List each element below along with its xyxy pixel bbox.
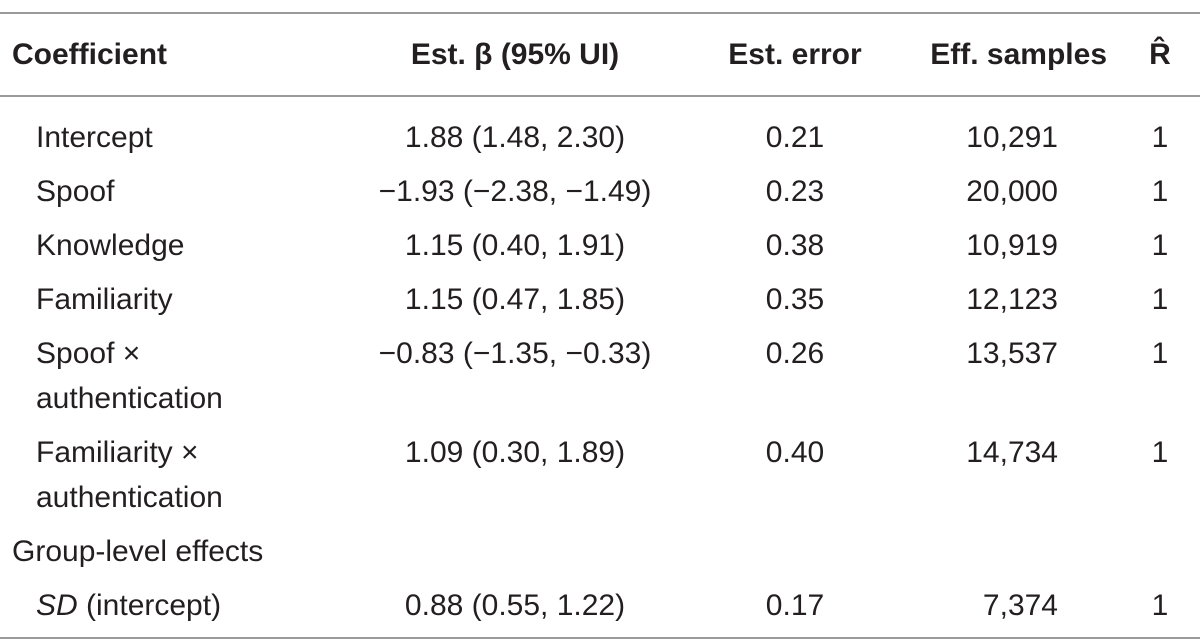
table-cell: 1 [1151, 283, 1169, 316]
table-row: Spoof −1.93 (−2.38, −1.49) 0.23 20,000 1 [0, 169, 1200, 223]
table-cell: 0.23 [765, 175, 825, 208]
table-cell: 1 [1151, 229, 1169, 262]
table-cell: 7,374 [982, 589, 1058, 622]
header-cell: R̂ [1149, 37, 1171, 71]
table-cell: 1.09 (0.30, 1.89) [404, 436, 626, 469]
table-cell: Familiarity [36, 283, 173, 316]
table-cell: SD (intercept) [0, 583, 340, 638]
table-row: Familiarity × authentication 1.09 (0.30, … [0, 430, 1200, 529]
table-cell: Knowledge [36, 229, 185, 262]
table-cell: Intercept [36, 121, 153, 154]
table-header: Coefficient Est. β (95% UI) Est. error Eff.… [0, 13, 1200, 96]
table-row: Intercept 1.88 (1.48, 2.30) 0.21 10,291 1 [0, 96, 1200, 169]
table-cell: Spoof [36, 175, 115, 208]
table-cell: −0.83 (−1.35, −0.33) [378, 337, 652, 370]
group-row: Group-level effects [0, 529, 1200, 583]
table-cell: 1 [1151, 436, 1169, 469]
table-cell: 0.21 [765, 121, 825, 154]
table-cell: 14,734 [966, 436, 1058, 469]
table-cell: 1.15 (0.40, 1.91) [404, 229, 626, 262]
table: Coefficient Est. β (95% UI) Est. error Eff.… [0, 12, 1200, 639]
table-row: Spoof × authentication −0.83 (−1.35, −0.3… [0, 331, 1200, 430]
header-cell: Est. β (95% UI) [410, 37, 620, 71]
table-cell: 10,291 [966, 121, 1058, 154]
table-cell: 1 [1151, 589, 1169, 622]
table-cell: 0.26 [765, 337, 825, 370]
table-body: Intercept 1.88 (1.48, 2.30) 0.21 10,291 1 Spo… [0, 96, 1200, 638]
header-cell: Eff. samples [930, 37, 1107, 71]
header-cell: Est. error [728, 37, 862, 71]
table-cell: 1.15 (0.47, 1.85) [404, 283, 626, 316]
table-row: Familiarity 1.15 (0.47, 1.85) 0.35 12,123 1 [0, 277, 1200, 331]
table-cell: 1 [1151, 175, 1169, 208]
table-row: SD (intercept) 0.88 (0.55, 1.22) 0.17 7,374… [0, 583, 1200, 638]
italic-text: SD [36, 589, 78, 622]
table-cell: Spoof × authentication [36, 337, 223, 415]
header-cell: Coefficient [12, 37, 168, 71]
table-cell: 0.38 [765, 229, 825, 262]
table-cell: 20,000 [966, 175, 1058, 208]
table-cell: 1 [1151, 337, 1169, 370]
table-cell: 1 [1151, 121, 1169, 154]
table-cell: 0.35 [765, 283, 825, 316]
table-cell: 0.88 (0.55, 1.22) [404, 589, 626, 622]
table-cell: −1.93 (−2.38, −1.49) [378, 175, 652, 208]
text: (intercept) [77, 589, 222, 622]
table-cell: Familiarity × authentication [36, 436, 223, 514]
table-cell: 10,919 [966, 229, 1058, 262]
table-cell: 0.40 [765, 436, 825, 469]
table-cell: 13,537 [966, 337, 1058, 370]
group-label: Group-level effects [12, 535, 264, 568]
table-cell: 1.88 (1.48, 2.30) [404, 121, 626, 154]
table-row: Knowledge 1.15 (0.40, 1.91) 0.38 10,919 1 [0, 223, 1200, 277]
table-cell: 0.17 [765, 589, 825, 622]
table-cell: 12,123 [966, 283, 1058, 316]
header-row: Coefficient Est. β (95% UI) Est. error Eff.… [0, 13, 1200, 96]
